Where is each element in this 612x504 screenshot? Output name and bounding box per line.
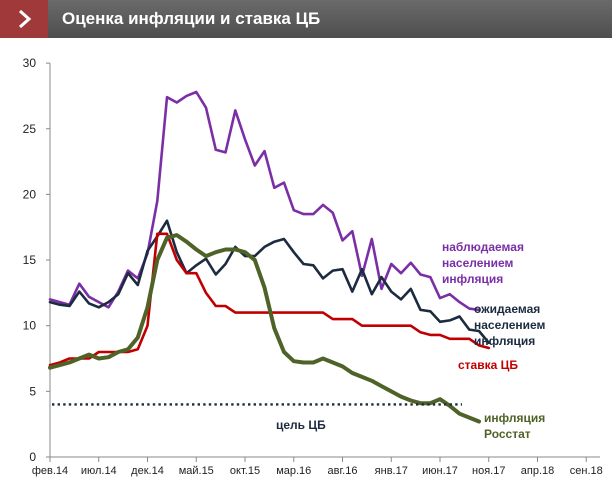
chart-axes: 0 5 10 15 20 25 30 фев.14 июл.14 дек.14 май.15 окт.… [23,56,603,477]
y-tick-label: 25 [23,122,37,136]
observed-inflation-line [48,90,481,312]
x-tick-label: фев.14 [32,465,68,477]
chart-labels: наблюдаемая населением инфляция ожидаемая на… [276,240,546,441]
x-tick-label: июл.14 [81,465,117,477]
label-key-rate: ставка ЦБ [458,358,518,372]
x-tick-label: апр.18 [521,465,554,477]
chart-series [48,90,491,424]
label-expected-inflation: ожидаемая населением инфляция [474,302,546,348]
x-tick-label: май.15 [179,465,214,477]
label-expected-inflation-line: ожидаемая [474,302,540,316]
y-tick-label: 15 [23,253,37,267]
y-tick-label: 20 [23,187,37,201]
label-expected-inflation-line: населением [474,318,546,332]
label-cb-target-line: цель ЦБ [276,418,326,432]
chevron-right-icon [19,9,32,29]
y-tick-label: 30 [23,56,37,70]
label-observed-inflation-line: населением [442,256,514,270]
rosstat-inflation-line [48,233,481,424]
label-rosstat-inflation-line: инфляция [484,411,545,425]
label-observed-inflation: наблюдаемая населением инфляция [442,240,524,286]
label-rosstat-inflation: инфляция Росстат [484,411,545,441]
y-tick-label: 5 [29,384,36,398]
x-tick-label: окт.15 [230,465,260,477]
expected-inflation-line [48,219,491,345]
inflation-chart: 0 5 10 15 20 25 30 фев.14 июл.14 дек.14 май.15 окт.… [23,56,603,477]
header-bar: Оценка инфляции и ставка ЦБ [0,0,612,38]
label-expected-inflation-line: инфляция [474,334,535,348]
x-tick-label: сен.18 [570,465,603,477]
x-tick-label: ноя.17 [472,465,505,477]
x-tick-label: дек.14 [131,465,164,477]
x-tick-label: июн.17 [422,465,458,477]
x-tick-label: авг.16 [328,465,358,477]
page-title: Оценка инфляции и ставка ЦБ [62,9,321,28]
label-key-rate-line: ставка ЦБ [458,358,518,372]
label-observed-inflation-line: инфляция [442,272,503,286]
label-rosstat-inflation-line: Росстат [484,427,531,441]
y-tick-label: 10 [23,319,37,333]
label-cb-target: цель ЦБ [276,418,326,432]
x-tick-label: янв.17 [375,465,408,477]
x-tick-label: мар.16 [276,465,311,477]
y-tick-label: 0 [29,450,36,464]
header-tab [0,0,48,38]
label-observed-inflation-line: наблюдаемая [442,240,524,254]
